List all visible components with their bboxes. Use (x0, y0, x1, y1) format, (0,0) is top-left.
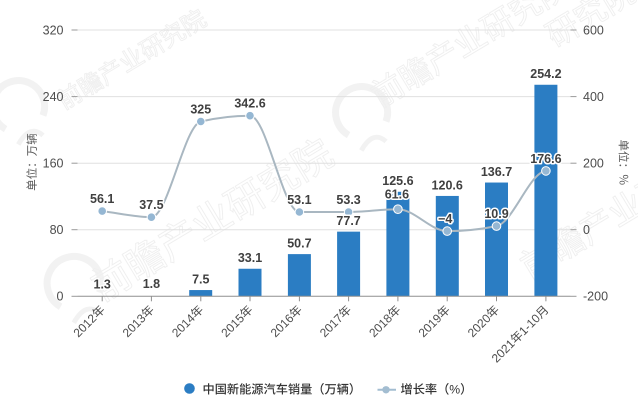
svg-text:77.7: 77.7 (336, 214, 360, 228)
svg-text:400: 400 (583, 90, 604, 104)
svg-text:600: 600 (583, 23, 604, 37)
svg-text:254.2: 254.2 (530, 67, 561, 81)
svg-text:50.7: 50.7 (287, 237, 311, 251)
svg-text:325: 325 (190, 102, 211, 116)
svg-text:240: 240 (43, 90, 64, 104)
svg-text:160: 160 (43, 157, 64, 171)
svg-text:53.1: 53.1 (287, 193, 311, 207)
svg-text:56.1: 56.1 (90, 192, 114, 206)
svg-text:80: 80 (50, 223, 64, 237)
svg-text:0: 0 (57, 290, 64, 304)
svg-text:−4: −4 (438, 212, 452, 226)
svg-text:53.3: 53.3 (336, 193, 360, 207)
svg-text:0: 0 (583, 223, 590, 237)
svg-text:136.7: 136.7 (481, 165, 512, 179)
svg-text:125.6: 125.6 (382, 174, 413, 188)
svg-text:176.6: 176.6 (530, 152, 561, 166)
svg-text:33.1: 33.1 (238, 251, 262, 265)
svg-text:342.6: 342.6 (234, 97, 265, 111)
svg-text:200: 200 (583, 157, 604, 171)
svg-text:37.5: 37.5 (139, 198, 163, 212)
svg-text:120.6: 120.6 (432, 178, 463, 192)
svg-text:7.5: 7.5 (192, 273, 209, 287)
svg-text:61.6: 61.6 (385, 188, 409, 202)
svg-text:320: 320 (43, 23, 64, 37)
svg-text:1.3: 1.3 (94, 278, 111, 292)
svg-text:10.9: 10.9 (484, 207, 508, 221)
svg-text:1.8: 1.8 (143, 277, 160, 291)
svg-text:-200: -200 (583, 290, 608, 304)
